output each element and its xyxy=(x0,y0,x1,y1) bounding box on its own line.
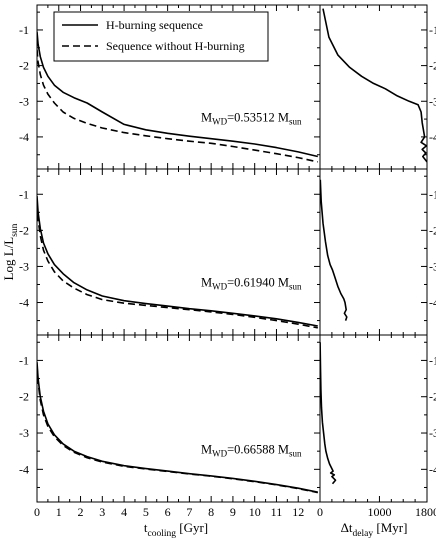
mass-label: MWD=0.53512 Msun xyxy=(201,110,302,126)
series-no-h-burning xyxy=(37,203,318,329)
x-axis-title-right-sub: delay xyxy=(353,529,374,539)
x-tick-label-right: 0 xyxy=(317,505,323,519)
mass-label-value: =0.66588 M xyxy=(227,442,289,456)
x-tick-label: 9 xyxy=(230,505,236,519)
x-tick-label: 4 xyxy=(121,505,127,519)
mass-label-prefix: M xyxy=(201,442,212,456)
x-tick-label: 8 xyxy=(208,505,214,519)
delay-curve xyxy=(320,179,348,321)
x-tick-label: 2 xyxy=(78,505,84,519)
mass-label-value: =0.53512 M xyxy=(227,110,289,124)
y-tick-label-right: -4 xyxy=(429,296,436,310)
x-tick-label-right: 1800 xyxy=(415,505,436,519)
delay-curve xyxy=(322,8,427,163)
x-tick-label: 10 xyxy=(249,505,261,519)
mass-label-sub: sun xyxy=(289,116,302,126)
y-tick-label: -1 xyxy=(19,23,29,37)
x-axis-title-main: t xyxy=(144,520,148,535)
y-tick-label: -1 xyxy=(19,353,29,367)
y-tick-label: -3 xyxy=(19,94,29,108)
x-tick-label: 0 xyxy=(34,505,40,519)
x-axis-title-sub: cooling xyxy=(147,529,176,539)
y-tick-label-right: -4 xyxy=(429,462,436,476)
mass-label-sub: WD xyxy=(212,448,227,458)
y-axis-title-main: Log L/L xyxy=(1,237,16,281)
labels: -1-1-2-2-3-3-4-4MWD=0.53512 Msun-1-1-2-2… xyxy=(1,23,436,539)
mass-label-sub: sun xyxy=(289,282,302,292)
y-tick-label-right: -1 xyxy=(429,353,436,367)
x-axis-title-right: Δtdelay [Myr] xyxy=(341,520,408,539)
y-tick-label-right: -4 xyxy=(429,130,436,144)
y-tick-label-right: -2 xyxy=(429,223,436,237)
panel-frame-right xyxy=(319,334,428,503)
series-h-burning xyxy=(37,196,318,327)
y-tick-label: -3 xyxy=(19,426,29,440)
y-tick-label-right: -1 xyxy=(429,187,436,201)
mass-label-value: =0.61940 M xyxy=(227,276,289,290)
legend-box xyxy=(53,11,269,62)
x-axis-title-right-unit: [Myr] xyxy=(373,520,407,535)
x-axis-title-right-main: Δt xyxy=(341,520,353,535)
mass-label-sub: WD xyxy=(212,282,227,292)
series-h-burning xyxy=(37,31,318,158)
y-tick-label-right: -1 xyxy=(429,23,436,37)
y-tick-label-right: -3 xyxy=(429,426,436,440)
mass-label-sub: sun xyxy=(289,448,302,458)
y-tick-label: -2 xyxy=(19,59,29,73)
y-tick-label-right: -2 xyxy=(429,59,436,73)
legend-label: Sequence without H-burning xyxy=(106,39,245,53)
x-tick-label: 5 xyxy=(143,505,149,519)
legend-label: H-burning sequence xyxy=(106,18,203,32)
x-tick-label: 7 xyxy=(186,505,192,519)
delay-curve xyxy=(320,342,337,485)
x-tick-label: 6 xyxy=(165,505,171,519)
mass-label-prefix: M xyxy=(201,110,212,124)
mass-label: MWD=0.61940 Msun xyxy=(201,276,302,292)
y-tick-label: -4 xyxy=(19,296,29,310)
y-tick-label-right: -3 xyxy=(429,259,436,273)
x-tick-label: 1 xyxy=(56,505,62,519)
x-axis-title: tcooling [Gyr] xyxy=(144,520,208,539)
ticks xyxy=(36,5,428,502)
y-tick-label: -4 xyxy=(19,462,29,476)
x-tick-label: 11 xyxy=(271,505,283,519)
x-tick-label-right: 1000 xyxy=(367,505,391,519)
series-no-h-burning xyxy=(37,49,318,163)
y-tick-label: -3 xyxy=(19,259,29,273)
mass-label: MWD=0.66588 Msun xyxy=(201,442,302,458)
y-tick-label: -4 xyxy=(19,130,29,144)
y-tick-label-right: -2 xyxy=(429,390,436,404)
y-axis-title: Log L/Lsun xyxy=(1,223,20,280)
y-tick-label: -2 xyxy=(19,223,29,237)
x-tick-label: 12 xyxy=(292,505,304,519)
curves xyxy=(37,8,427,494)
x-tick-label: 3 xyxy=(99,505,105,519)
y-tick-label: -1 xyxy=(19,187,29,201)
mass-label-prefix: M xyxy=(201,276,212,290)
y-tick-label-right: -3 xyxy=(429,94,436,108)
x-axis-title-unit: [Gyr] xyxy=(176,520,208,535)
series-no-h-burning xyxy=(37,365,318,494)
y-tick-label: -2 xyxy=(19,390,29,404)
mass-label-sub: WD xyxy=(212,116,227,126)
y-axis-title-sub: sun xyxy=(10,223,20,236)
legend: H-burning sequence Sequence without H-bur… xyxy=(53,11,269,62)
